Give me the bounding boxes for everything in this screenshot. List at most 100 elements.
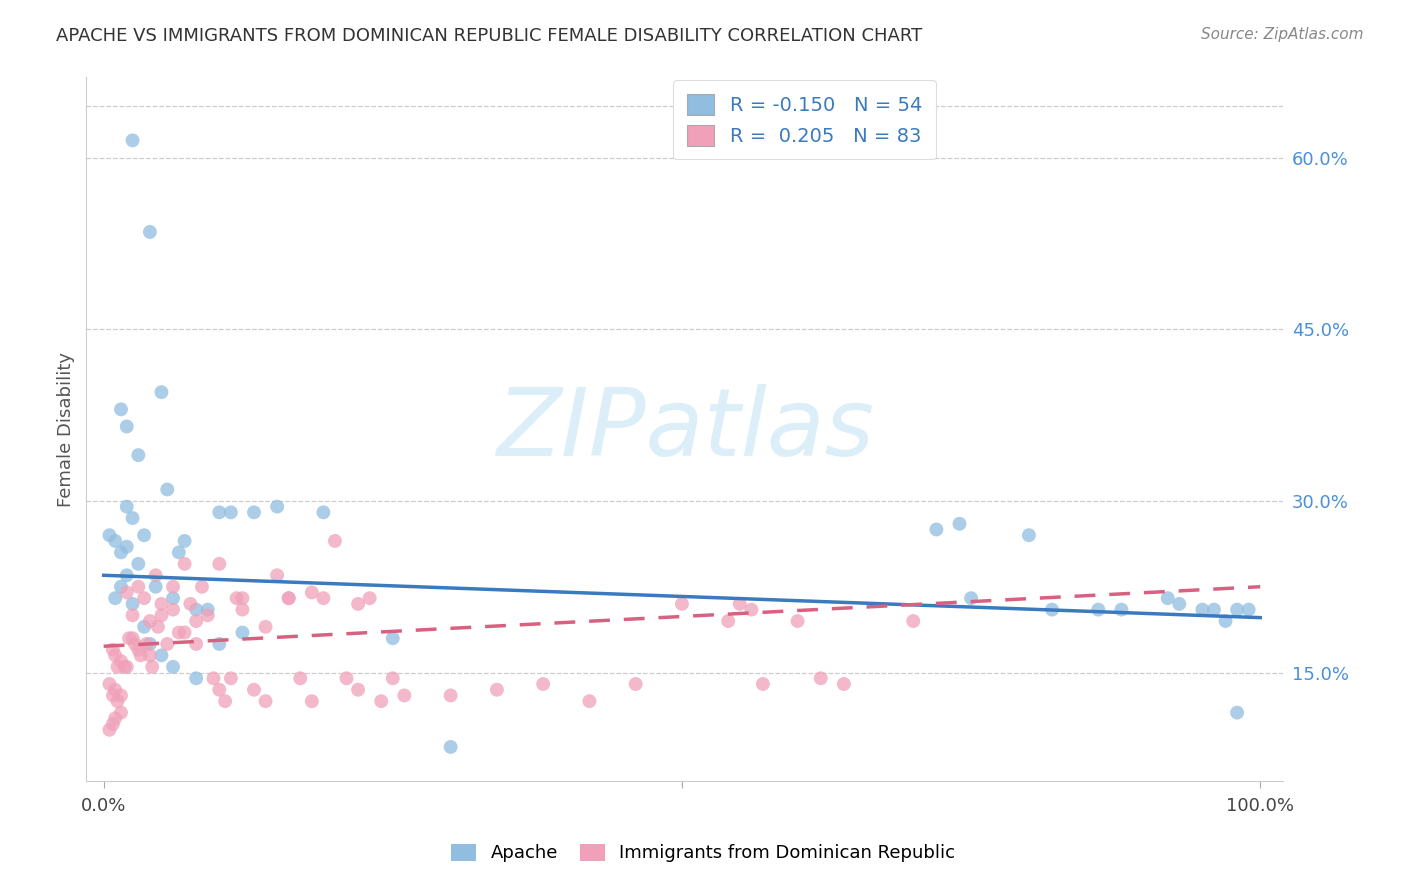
Point (115, 585, 138, 599)
Point (129, 648, 152, 663)
Text: ZIPatlas: ZIPatlas (496, 384, 873, 475)
Point (115, 660, 138, 674)
Point (208, 637, 231, 651)
Point (101, 717, 124, 731)
Point (156, 483, 179, 497)
Point (335, 671, 357, 685)
Point (1202, 602, 1225, 616)
Point (191, 580, 214, 594)
Point (671, 597, 693, 611)
Point (110, 706, 132, 720)
Point (121, 631, 143, 645)
Point (115, 568, 138, 582)
Point (948, 516, 970, 531)
Point (832, 677, 855, 691)
Point (266, 568, 288, 582)
Point (104, 648, 127, 663)
Point (115, 540, 138, 554)
Point (139, 648, 162, 663)
Point (114, 660, 136, 674)
Point (107, 694, 129, 708)
Point (359, 591, 381, 606)
Point (127, 642, 149, 657)
Point (381, 631, 404, 645)
Point (127, 448, 149, 462)
Point (290, 671, 312, 685)
Point (162, 591, 184, 606)
Point (104, 682, 127, 697)
Point (243, 505, 266, 519)
Point (150, 648, 173, 663)
Point (156, 637, 179, 651)
Point (1157, 591, 1180, 606)
Point (485, 682, 508, 697)
Point (439, 689, 461, 703)
Point (381, 671, 404, 685)
Point (101, 642, 124, 657)
Point (104, 711, 127, 725)
Point (578, 694, 600, 708)
Point (162, 602, 184, 616)
Point (121, 133, 143, 147)
Point (347, 682, 370, 697)
Point (312, 591, 335, 606)
Point (127, 580, 149, 594)
Point (197, 602, 219, 616)
Point (624, 677, 647, 691)
Point (104, 533, 127, 548)
Point (141, 660, 163, 674)
Point (1168, 597, 1191, 611)
Point (197, 608, 219, 623)
Point (1040, 602, 1063, 616)
Point (186, 602, 208, 616)
Point (110, 654, 132, 668)
Point (214, 694, 236, 708)
Legend: Apache, Immigrants from Dominican Republic: Apache, Immigrants from Dominican Republ… (443, 837, 963, 870)
Point (1215, 614, 1237, 628)
Point (134, 528, 156, 542)
Point (1018, 528, 1040, 542)
Point (134, 591, 156, 606)
Point (121, 511, 143, 525)
Point (110, 580, 132, 594)
Point (225, 591, 247, 606)
Point (167, 625, 190, 640)
Legend: R = -0.150   N = 54, R =  0.205   N = 83: R = -0.150 N = 54, R = 0.205 N = 83 (673, 80, 936, 160)
Point (219, 671, 242, 685)
Point (1226, 602, 1249, 616)
Point (98, 723, 121, 737)
Point (231, 625, 253, 640)
Point (254, 694, 277, 708)
Point (124, 637, 146, 651)
Point (110, 545, 132, 559)
Point (277, 591, 299, 606)
Point (752, 677, 775, 691)
Point (167, 545, 190, 559)
Point (146, 620, 169, 634)
Point (173, 533, 195, 548)
Point (173, 557, 195, 571)
Point (202, 671, 225, 685)
Point (301, 585, 323, 599)
Point (110, 402, 132, 417)
Point (186, 637, 208, 651)
Point (728, 597, 751, 611)
Point (115, 419, 138, 434)
Point (347, 597, 370, 611)
Point (139, 225, 162, 239)
Point (134, 620, 156, 634)
Point (104, 591, 127, 606)
Point (717, 614, 740, 628)
Point (266, 500, 288, 514)
Point (162, 580, 184, 594)
Point (208, 682, 231, 697)
Point (173, 625, 195, 640)
Point (150, 597, 173, 611)
Point (110, 689, 132, 703)
Point (786, 614, 808, 628)
Point (145, 580, 167, 594)
Point (98, 677, 121, 691)
Point (312, 505, 335, 519)
Point (1111, 602, 1133, 616)
Point (960, 591, 983, 606)
